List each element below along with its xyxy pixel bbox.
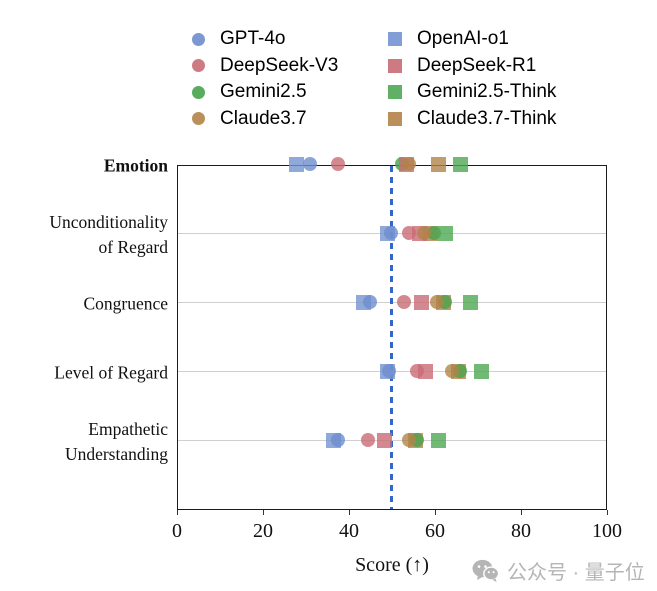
data-point [444, 364, 459, 379]
data-point [401, 433, 416, 448]
y-axis-label-line: Level of Regard [54, 362, 168, 383]
legend-label: Claude3.7 [220, 107, 307, 129]
x-axis-title: Score (↑) [355, 554, 429, 576]
wechat-icon [472, 559, 499, 583]
legend-entry-deepseek-r1: DeepSeek-R1 [388, 53, 556, 80]
data-point [362, 295, 377, 310]
legend-label: DeepSeek-V3 [220, 54, 339, 76]
data-point [360, 433, 375, 448]
data-point [401, 157, 416, 172]
data-point [437, 225, 453, 241]
legend-entry-gemini2-5-think: Gemini2.5-Think [388, 79, 556, 106]
x-tick-mark [349, 510, 350, 515]
legend-label: Gemini2.5 [220, 81, 307, 103]
legend: GPT-4o OpenAI-o1 DeepSeek-V3 DeepSeek-R1 Gem… [192, 26, 556, 132]
legend-label: Claude3.7-Think [417, 107, 557, 129]
data-point [330, 433, 345, 448]
data-point [384, 226, 399, 241]
legend-entry-openai-o1: OpenAI-o1 [388, 26, 556, 53]
data-point [330, 157, 345, 172]
y-axis-label-line: Empathetic [88, 419, 168, 439]
legend-entry-claude3-7: Claude3.7 [192, 106, 388, 133]
legend-label: DeepSeek-R1 [417, 54, 537, 76]
x-tick-mark [521, 510, 522, 515]
data-point [463, 294, 479, 310]
data-point [382, 364, 397, 379]
legend-entry-deepseek-v3: DeepSeek-V3 [192, 53, 388, 80]
legend-entry-claude3-7-think: Claude3.7-Think [388, 106, 556, 133]
data-point [429, 295, 444, 310]
data-point [289, 156, 305, 172]
x-tick-mark [263, 510, 264, 515]
y-axis-label-congruence: Congruence [0, 292, 168, 317]
y-axis-label-unconditionality-of-regard: Unconditionality of Regard [0, 210, 168, 260]
x-tick-mark [177, 510, 178, 515]
x-tick-mark [435, 510, 436, 515]
y-axis-label-line: Congruence [83, 293, 168, 314]
reference-line-50 [389, 166, 394, 509]
data-point [416, 226, 431, 241]
circle-marker-icon [192, 112, 205, 126]
x-tick-label: 80 [511, 520, 531, 542]
data-point [414, 294, 429, 310]
y-axis-label-line: Understanding [64, 444, 168, 464]
plot-area [177, 156, 607, 510]
y-axis-label-emotion: Emotion [0, 154, 168, 179]
x-tick-label: 0 [172, 520, 182, 542]
y-axis-label-empathetic-understanding: Empathetic Understanding [0, 417, 168, 467]
legend-entry-gemini2-5: Gemini2.5 [192, 79, 388, 106]
y-axis-label-line: Unconditionality [49, 212, 168, 232]
data-point [401, 226, 416, 241]
y-axis-label-line: of Regard [98, 237, 169, 257]
x-tick-mark [607, 510, 608, 515]
x-tick-label: 20 [253, 520, 273, 542]
y-axis-label-line: Emotion [103, 155, 168, 176]
square-marker-icon [388, 111, 402, 126]
legend-label: Gemini2.5-Think [417, 81, 557, 103]
square-marker-icon [388, 85, 402, 100]
circle-marker-icon [192, 59, 205, 73]
x-tick-label: 40 [339, 520, 359, 542]
x-tick-label: 60 [425, 520, 445, 542]
circle-marker-icon [192, 85, 205, 99]
circle-marker-icon [192, 32, 205, 46]
data-point [302, 157, 317, 172]
data-point [431, 432, 447, 448]
x-tick-label: 100 [592, 520, 622, 542]
data-point [474, 363, 490, 379]
square-marker-icon [388, 58, 402, 73]
data-point [452, 156, 468, 172]
y-axis-label-level-of-regard: Level of Regard [0, 361, 168, 386]
data-point [410, 364, 425, 379]
data-point [377, 432, 393, 448]
square-marker-icon [388, 32, 402, 47]
data-point [431, 156, 447, 172]
data-point [397, 295, 412, 310]
legend-label: OpenAI-o1 [417, 28, 509, 50]
watermark-text: 公众号 · 量子位 [507, 562, 645, 584]
legend-entry-gpt-4o: GPT-4o [192, 26, 388, 53]
watermark: 公众号 · 量子位 [472, 556, 645, 585]
legend-label: GPT-4o [220, 28, 286, 50]
